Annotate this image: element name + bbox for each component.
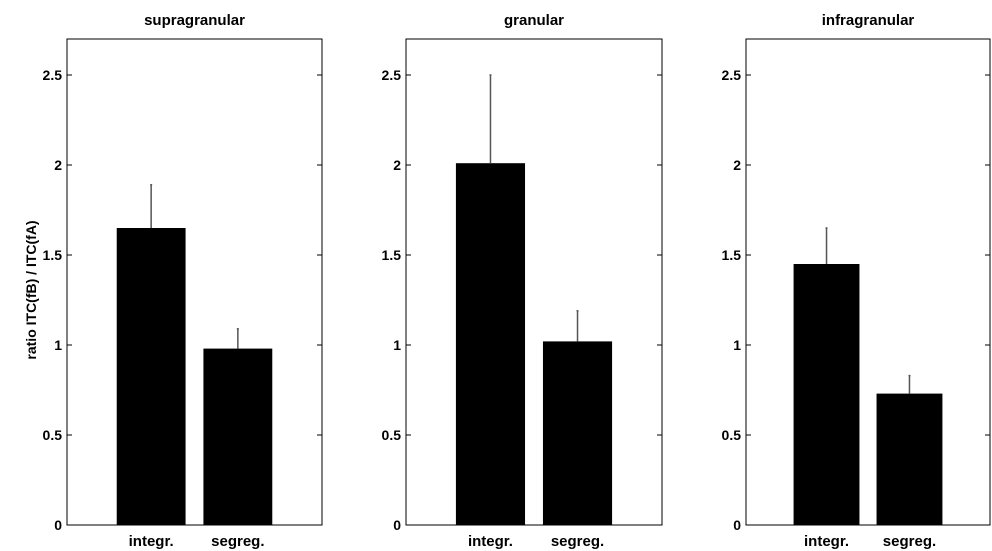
y-tick-label: 2 [54, 157, 62, 173]
bar-integr [116, 228, 186, 525]
y-axis-label: ratio ITC(fB) / ITC(fA) [23, 220, 39, 359]
category-label: integr. [468, 533, 513, 550]
y-tick-label: 1.5 [722, 247, 742, 263]
panel-title: granular [504, 12, 564, 29]
y-tick-label: 2.5 [382, 67, 402, 83]
y-tick-label: 2.5 [43, 67, 63, 83]
y-tick-label: 0 [54, 517, 62, 533]
y-tick-label: 1.5 [382, 247, 402, 263]
category-label: segreg. [883, 533, 936, 550]
bar-segreg [876, 393, 943, 525]
axes-frame [66, 38, 323, 526]
y-tick-label: 0 [733, 517, 741, 533]
y-tick-label: 0.5 [722, 427, 742, 443]
bar-segreg [203, 348, 273, 525]
bar-integr [793, 264, 860, 525]
category-label: integr. [129, 533, 174, 550]
y-tick-label: 2.5 [722, 67, 742, 83]
y-tick-label: 0.5 [43, 427, 63, 443]
panel-title: infragranular [822, 12, 915, 29]
panel-title: supragranular [144, 12, 245, 29]
category-label: segreg. [551, 533, 604, 550]
category-label: integr. [804, 533, 849, 550]
y-tick-label: 1 [733, 337, 741, 353]
axes-frame [405, 38, 663, 526]
y-tick-label: 1.5 [43, 247, 63, 263]
bar-segreg [542, 341, 613, 525]
axes-frame [745, 38, 991, 526]
panel-3: infragranular 0 0.5 1 1.5 2 2.5 integr. segreg. [722, 12, 991, 550]
y-tick-label: 2 [733, 157, 741, 173]
y-tick-label: 0.5 [382, 427, 402, 443]
y-tick-label: 1 [393, 337, 401, 353]
panel-2: granular 0 0.5 1 1.5 2 2.5 integr. segreg. [382, 12, 663, 550]
category-label: segreg. [211, 533, 264, 550]
panel-1: supragranular 0 0.5 1 1.5 2 2.5 integr. segreg. [43, 12, 323, 550]
y-tick-label: 1 [54, 337, 62, 353]
bar-integr [455, 163, 526, 525]
y-tick-label: 0 [393, 517, 401, 533]
y-tick-label: 2 [393, 157, 401, 173]
